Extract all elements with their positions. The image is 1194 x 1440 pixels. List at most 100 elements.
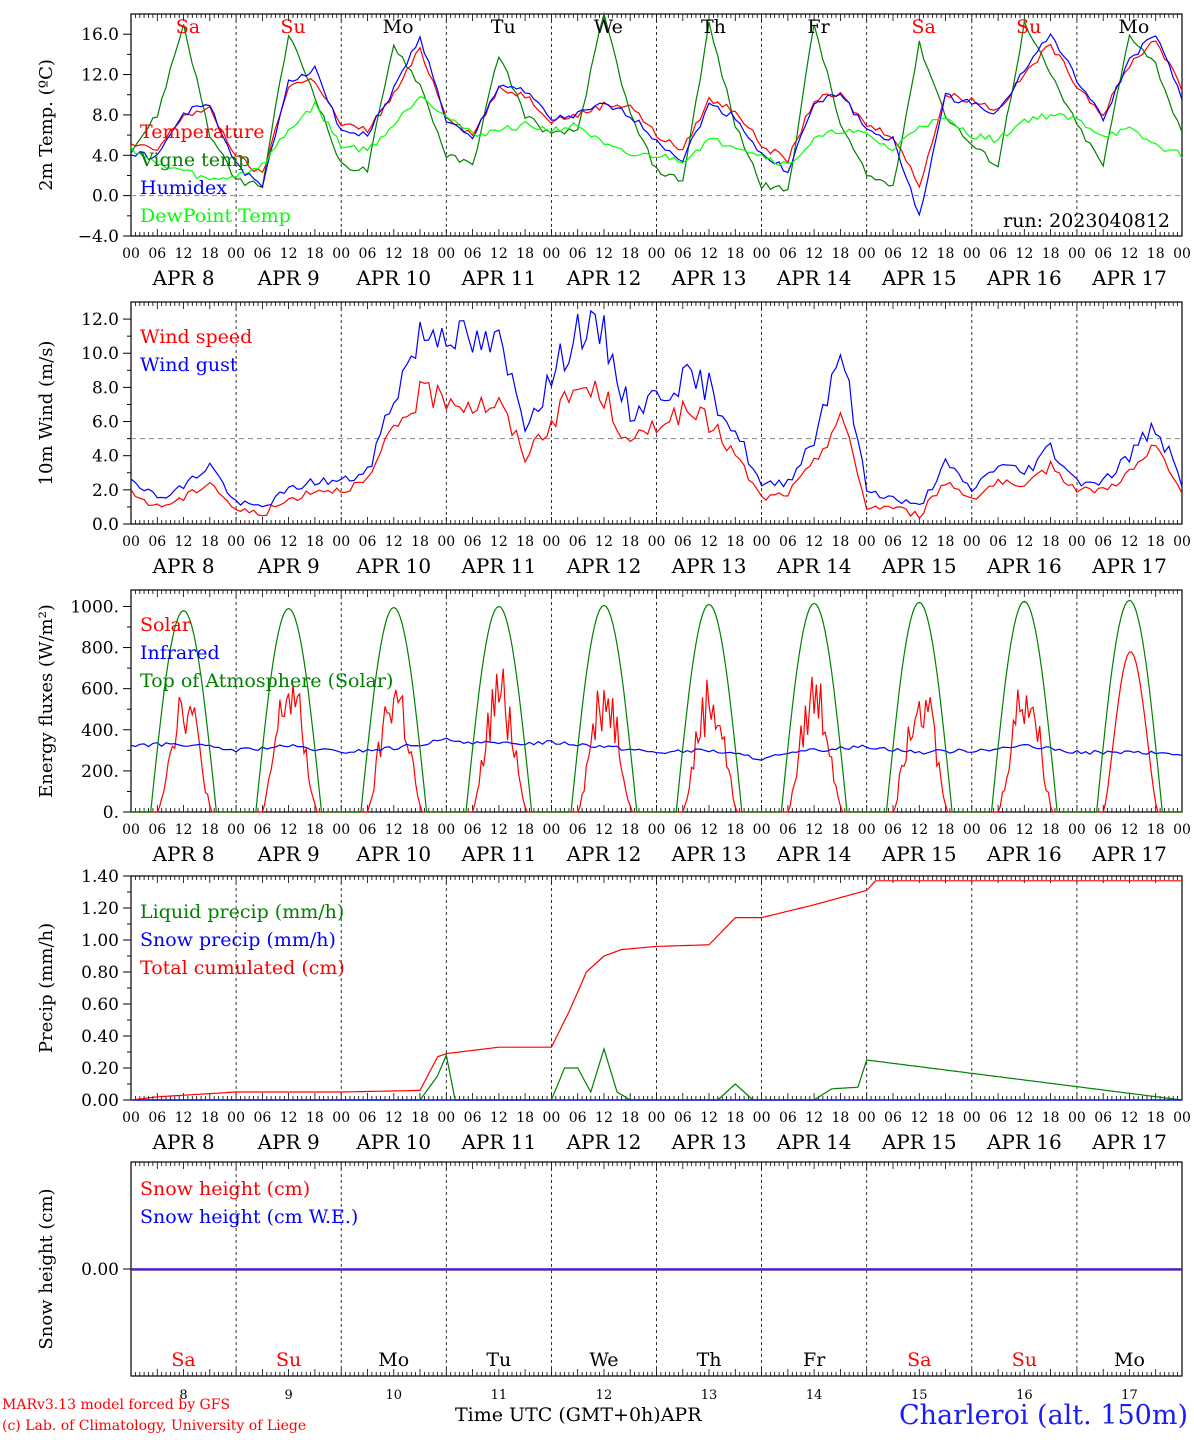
- date-label: APR 14: [776, 1130, 852, 1154]
- hour-label: 00: [963, 534, 981, 550]
- y-axis-label: Snow height (cm): [36, 1188, 57, 1349]
- hour-label: 18: [832, 534, 850, 550]
- hour-ticks: [130, 302, 1183, 524]
- hour-label: 12: [490, 246, 508, 262]
- y-tick-label: 0.: [103, 803, 119, 823]
- hour-label: 18: [516, 534, 534, 550]
- date-label: APR 10: [355, 1130, 431, 1154]
- hour-label: 18: [1042, 822, 1060, 838]
- date-label: APR 11: [460, 266, 536, 290]
- series-line-dewpoint-temp: [130, 95, 1183, 181]
- hour-label: 00: [542, 822, 560, 838]
- y-tick-label: 0.00: [81, 1091, 119, 1111]
- hour-label: 06: [569, 534, 587, 550]
- hour-label: 00: [122, 246, 140, 262]
- legend-entry: Snow height (cm W.E.): [140, 1206, 358, 1228]
- hour-label: 06: [674, 534, 692, 550]
- hour-label: 18: [1147, 246, 1165, 262]
- hour-label: 06: [359, 534, 377, 550]
- hour-label: 18: [621, 246, 639, 262]
- hour-label: 00: [227, 246, 245, 262]
- hour-label: 18: [621, 534, 639, 550]
- legend-entry: Snow height (cm): [140, 1178, 310, 1200]
- hour-label: 00: [858, 534, 876, 550]
- day-number: 9: [285, 1388, 293, 1403]
- hour-label: 12: [700, 1110, 718, 1126]
- hour-label: 06: [569, 822, 587, 838]
- y-tick-label: 0.0: [92, 187, 119, 207]
- hour-label: 12: [1015, 822, 1033, 838]
- series-line-infrared: [130, 737, 1183, 761]
- weekday-label: Su: [1012, 1349, 1037, 1371]
- hour-label: 18: [516, 246, 534, 262]
- hour-label: 06: [674, 822, 692, 838]
- day-number: 16: [1016, 1388, 1033, 1403]
- hour-label: 06: [884, 1110, 902, 1126]
- date-label: APR 13: [671, 554, 747, 578]
- hour-label: 06: [884, 534, 902, 550]
- weekday-label: Mo: [1114, 1349, 1145, 1371]
- hour-label: 18: [621, 822, 639, 838]
- hour-label: 12: [1121, 1110, 1139, 1126]
- hour-label: 12: [385, 1110, 403, 1126]
- hour-label: 06: [674, 246, 692, 262]
- y-tick-label: 8.0: [92, 106, 119, 126]
- date-label: APR 16: [986, 1130, 1062, 1154]
- hour-label: 00: [1068, 1110, 1086, 1126]
- hour-label: 00: [1173, 534, 1191, 550]
- hour-label: 18: [1042, 246, 1060, 262]
- date-label: APR 13: [671, 1130, 747, 1154]
- weekday-label: Fr: [807, 16, 830, 38]
- hour-label: 12: [385, 822, 403, 838]
- date-label: APR 13: [671, 842, 747, 866]
- date-label: APR 12: [566, 842, 642, 866]
- hour-label: 18: [411, 822, 429, 838]
- date-label: APR 10: [355, 554, 431, 578]
- y-tick-label: 400.: [81, 721, 119, 741]
- hour-label: 06: [989, 246, 1007, 262]
- date-label: APR 10: [355, 842, 431, 866]
- legend-entry: Liquid precip (mm/h): [140, 901, 344, 923]
- y-tick-label: 0.0: [92, 515, 119, 535]
- hour-label: 12: [175, 1110, 193, 1126]
- hour-label: 12: [175, 246, 193, 262]
- y-tick-label: 0.00: [81, 1260, 119, 1280]
- hour-label: 00: [227, 822, 245, 838]
- hour-label: 06: [779, 1110, 797, 1126]
- legend-entry: Snow precip (mm/h): [140, 929, 336, 951]
- hour-label: 18: [411, 246, 429, 262]
- hour-label: 00: [437, 822, 455, 838]
- hour-label: 18: [1147, 1110, 1165, 1126]
- hour-label: 12: [1121, 246, 1139, 262]
- run-label: run: 2023040812: [1003, 210, 1170, 232]
- hour-label: 00: [332, 246, 350, 262]
- hour-label: 00: [858, 1110, 876, 1126]
- panel-1: [123, 11, 1183, 237]
- hour-label: 18: [306, 246, 324, 262]
- legend-entry: Temperature: [140, 121, 264, 143]
- hour-label: 18: [306, 1110, 324, 1126]
- weekday-label: Fr: [803, 1349, 826, 1371]
- date-label: APR 14: [776, 554, 852, 578]
- hour-label: 18: [832, 246, 850, 262]
- hour-label: 00: [1173, 1110, 1191, 1126]
- hour-label: 00: [227, 1110, 245, 1126]
- hour-label: 06: [148, 822, 166, 838]
- date-label: APR 13: [671, 266, 747, 290]
- date-label: APR 14: [776, 842, 852, 866]
- date-label: APR 16: [986, 554, 1062, 578]
- hour-label: 00: [753, 1110, 771, 1126]
- hour-label: 12: [595, 822, 613, 838]
- hour-label: 18: [937, 246, 955, 262]
- hour-label: 00: [332, 534, 350, 550]
- hour-label: 18: [306, 822, 324, 838]
- y-axis-label: 10m Wind (m/s): [36, 341, 57, 486]
- y-axis-label: Energy fluxes (W/m²): [36, 604, 57, 798]
- hour-label: 06: [253, 534, 271, 550]
- y-tick-label: 600.: [81, 680, 119, 700]
- hour-label: 06: [359, 1110, 377, 1126]
- hour-label: 12: [280, 246, 298, 262]
- hour-label: 12: [910, 534, 928, 550]
- date-label: APR 8: [152, 266, 215, 290]
